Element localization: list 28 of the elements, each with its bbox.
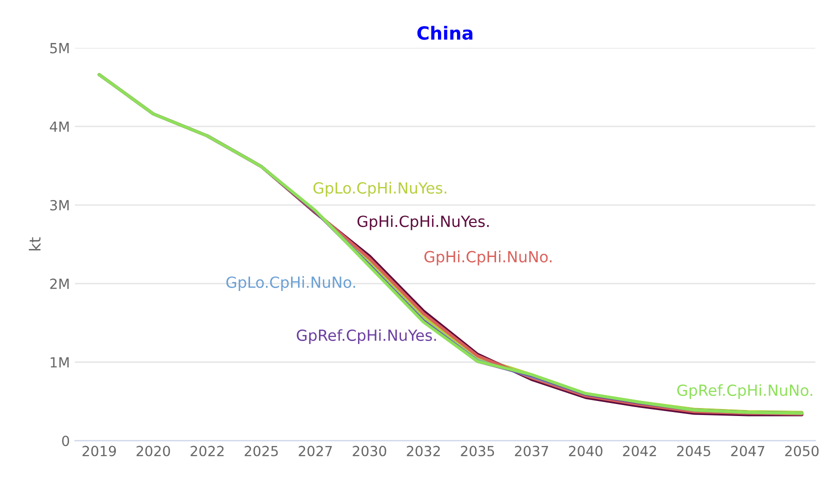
y-tick-label: 4M (50, 122, 69, 132)
y-tick-label: 1M (50, 357, 69, 368)
y-tick-label: 3M (50, 200, 69, 210)
x-tick-label: 2025 (244, 446, 278, 456)
x-tick-label: 2045 (677, 446, 710, 456)
text: GpHi.CpHi.NuNo. (424, 250, 552, 266)
series-label: GpHi.CpHi.NuYes. (358, 215, 489, 230)
series-label: GpLo.CpHi.NuYes. (313, 182, 446, 197)
x-tick-label: 2042 (623, 446, 656, 456)
x-tick-label: 2050 (785, 446, 819, 456)
x-tick-label: 2027 (298, 446, 332, 456)
x-tick-label: 2047 (731, 446, 764, 456)
y-tick-label: 2M (50, 278, 69, 289)
x-tick-label: 2019 (82, 446, 116, 456)
y-tick-label: 0 (62, 436, 70, 446)
x-tick-label: 2032 (406, 446, 440, 456)
x-tick-label: 2040 (568, 446, 602, 456)
y-axis-title: kt (28, 237, 40, 250)
series-label: GpRef.CpHi.NuYes. (296, 329, 436, 344)
x-tick-label: 2030 (352, 446, 386, 456)
series-label: GpRef.CpHi.NuNo. (677, 384, 812, 399)
x-tick-label: 2037 (514, 446, 548, 456)
x-tick-label: 2022 (190, 446, 224, 456)
x-tick-label: 2020 (136, 446, 170, 456)
series-label: GpLo.CpHi.NuNo. (226, 276, 355, 291)
y-tick-label: 5M (50, 43, 69, 54)
x-tick-label: 2035 (460, 446, 494, 456)
chart-title: China (417, 26, 472, 40)
